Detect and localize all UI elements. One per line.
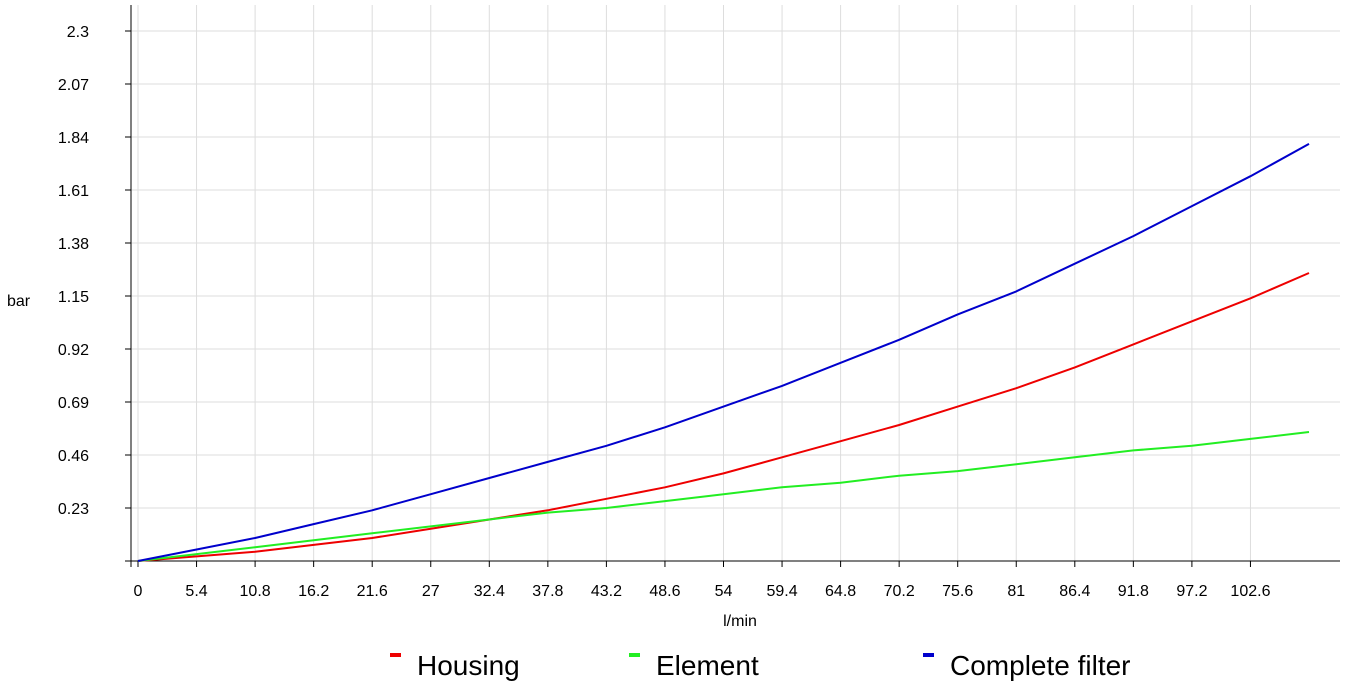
x-tick-label: 97.2 bbox=[1176, 583, 1207, 600]
series-lines bbox=[137, 143, 1310, 562]
x-tick-label: 70.2 bbox=[884, 583, 915, 600]
y-tick-label: 0.69 bbox=[58, 395, 89, 412]
y-tick-label: 0.46 bbox=[58, 448, 89, 465]
y-tick-label: 1.61 bbox=[58, 183, 89, 200]
legend-swatch-complete-filter bbox=[923, 653, 934, 657]
x-tick-label: 21.6 bbox=[357, 583, 388, 600]
x-tick-label: 75.6 bbox=[942, 583, 973, 600]
legend: Housing Element Complete filter bbox=[390, 650, 1131, 681]
legend-label-housing: Housing bbox=[417, 650, 520, 681]
y-axis-title: bar bbox=[7, 293, 31, 310]
y-tick-label: 1.38 bbox=[58, 236, 89, 253]
x-tick-label: 27 bbox=[422, 583, 440, 600]
legend-swatch-housing bbox=[390, 653, 401, 657]
x-tick-label: 37.8 bbox=[532, 583, 563, 600]
x-axis-title: l/min bbox=[723, 613, 757, 630]
x-tick-label: 0 bbox=[134, 583, 143, 600]
legend-label-element: Element bbox=[656, 650, 759, 681]
x-tick-labels: 0 5.4 10.8 16.2 21.6 27 32.4 37.8 43.2 48.6 54 59.4… bbox=[134, 583, 1271, 600]
y-tick-label: 2.07 bbox=[58, 77, 89, 94]
series-line-housing bbox=[137, 272, 1310, 562]
axes bbox=[125, 5, 1340, 567]
x-tick-label: 102.6 bbox=[1230, 583, 1270, 600]
x-tick-label: 32.4 bbox=[474, 583, 505, 600]
x-tick-label: 86.4 bbox=[1059, 583, 1090, 600]
x-tick-label: 43.2 bbox=[591, 583, 622, 600]
x-tick-label: 5.4 bbox=[185, 583, 207, 600]
legend-swatch-element bbox=[629, 653, 640, 657]
y-tick-label: 2.3 bbox=[67, 24, 89, 41]
x-tick-label: 10.8 bbox=[240, 583, 271, 600]
series-line-element bbox=[137, 431, 1310, 562]
x-tick-label: 59.4 bbox=[766, 583, 797, 600]
x-tick-label: 48.6 bbox=[649, 583, 680, 600]
y-tick-label: 0.23 bbox=[58, 501, 89, 518]
x-tick-label: 91.8 bbox=[1118, 583, 1149, 600]
y-tick-labels: 0.23 0.46 0.69 0.92 1.15 1.38 1.61 1.84 2.07 2.3 bbox=[58, 24, 89, 518]
series-line-complete-filter bbox=[137, 143, 1310, 562]
y-tick-label: 1.84 bbox=[58, 130, 89, 147]
x-tick-label: 16.2 bbox=[298, 583, 329, 600]
legend-label-complete-filter: Complete filter bbox=[950, 650, 1131, 681]
x-tick-label: 64.8 bbox=[825, 583, 856, 600]
x-tick-label: 54 bbox=[715, 583, 733, 600]
y-tick-label: 1.15 bbox=[58, 289, 89, 306]
y-tick-label: 0.92 bbox=[58, 342, 89, 359]
x-tick-label: 81 bbox=[1007, 583, 1025, 600]
grid bbox=[131, 5, 1340, 561]
